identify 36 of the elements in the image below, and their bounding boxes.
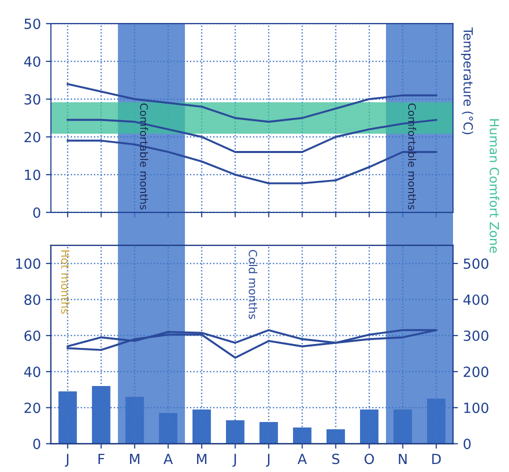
band-label: Comfortable months xyxy=(408,103,416,210)
x-tick-label: J xyxy=(232,454,236,467)
x-tick-label: A xyxy=(164,454,173,464)
y-tick-label: 60 xyxy=(24,330,40,342)
annotation: Hot months xyxy=(61,250,70,314)
y-tick-label: 40 xyxy=(24,56,40,67)
y-tick-label: 40 xyxy=(24,366,40,378)
y2-tick-label: 100 xyxy=(464,402,488,414)
y-tick-label: 10 xyxy=(25,170,40,180)
y2-tick-label: 500 xyxy=(464,258,488,269)
y-tick-label: 30 xyxy=(24,94,40,105)
y-tick-label: 20 xyxy=(24,402,40,414)
y2-tick-label: 0 xyxy=(464,438,471,450)
x-tick-label: J xyxy=(64,454,68,467)
x-tick-label: S xyxy=(332,454,340,464)
y-tick-label: 100 xyxy=(16,258,40,269)
y-tick-label: 50 xyxy=(24,18,40,30)
y2-tick-label: 400 xyxy=(463,294,488,305)
x-tick-label: N xyxy=(398,454,407,464)
x-tick-label: M xyxy=(197,454,206,464)
y2-tick-label: 200 xyxy=(464,366,488,378)
x-tick-label: O xyxy=(364,454,374,464)
y-tick-label: 20 xyxy=(24,132,40,142)
annotation: Cold months xyxy=(248,250,258,319)
y-tick-label: 0 xyxy=(33,438,40,450)
x-tick-label: M xyxy=(130,454,140,464)
x-tick-label: J xyxy=(266,454,270,467)
x-tick-label: A xyxy=(298,454,307,464)
band-label: Comfortable months xyxy=(140,103,148,210)
y-tick-label: 80 xyxy=(24,294,40,305)
y2-tick-label: 300 xyxy=(464,330,488,342)
x-tick-label: D xyxy=(432,454,441,464)
y-tick-label: 0 xyxy=(33,207,40,218)
x-tick-label: F xyxy=(98,454,104,464)
y-axis-title: Temperature (°C) xyxy=(461,27,474,134)
band-label: Human Comfort Zone xyxy=(490,119,500,253)
